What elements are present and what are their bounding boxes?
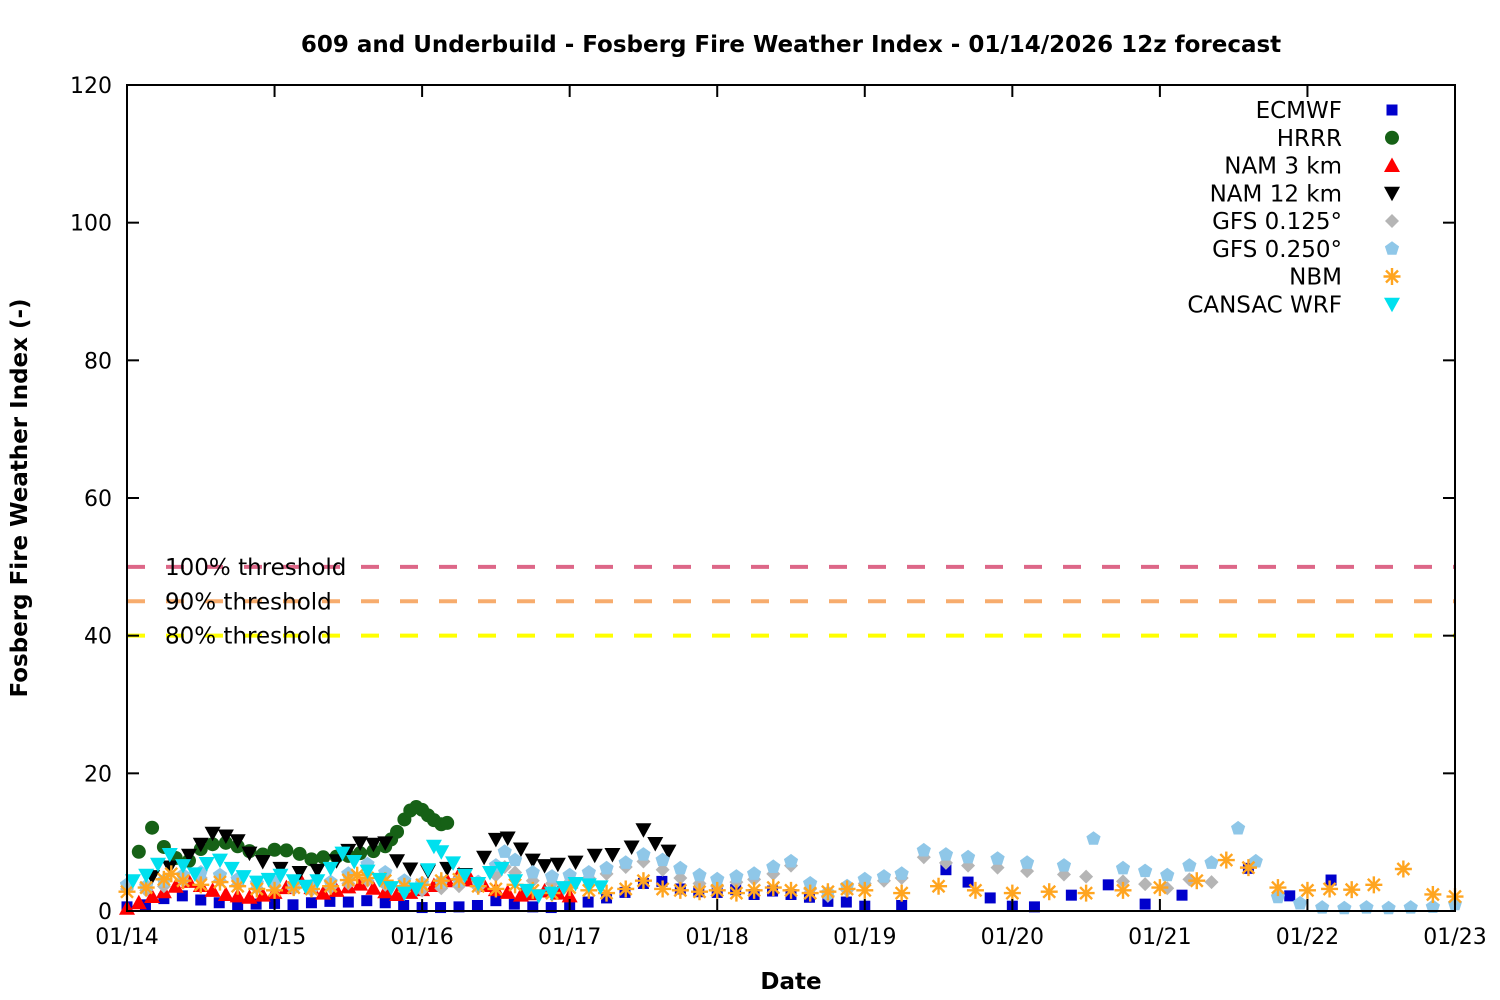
x-tick-label: 01/21 — [1128, 925, 1191, 950]
threshold-label-40: 80% threshold — [165, 624, 332, 650]
legend-label-ecmwf: ECMWF — [1256, 98, 1342, 124]
legend-marker-gfs-0.250° — [1384, 241, 1400, 255]
legend-label-hrrr: HRRR — [1277, 126, 1342, 152]
legend-marker-nbm — [1383, 268, 1401, 285]
legend-marker-nam-12-km — [1384, 186, 1400, 202]
legend-marker-ecmwf — [1386, 104, 1398, 116]
x-tick-label: 01/18 — [686, 925, 749, 950]
threshold-lines — [127, 564, 1455, 638]
legend-label-gfs-0.125°: GFS 0.125° — [1212, 209, 1342, 235]
threshold-label-50: 100% threshold — [165, 555, 346, 581]
x-tick-label: 01/22 — [1276, 925, 1339, 950]
y-axis-title: Fosberg Fire Weather Index (-) — [7, 298, 33, 697]
threshold-labels: 100% threshold 90% threshold 80% threshold — [165, 555, 346, 650]
y-tick-label: 100 — [70, 212, 112, 237]
x-axis-title: Date — [760, 969, 821, 995]
series-hrrr — [131, 800, 455, 868]
legend-marker-hrrr — [1385, 130, 1399, 145]
x-tick-label: 01/20 — [981, 925, 1044, 950]
x-tick-label: 01/15 — [243, 925, 306, 950]
y-tick-label: 80 — [84, 349, 112, 374]
legend-label-nam-12-km: NAM 12 km — [1210, 181, 1342, 207]
legend-label-nam-3-km: NAM 3 km — [1224, 154, 1342, 180]
y-tick-label: 0 — [98, 900, 112, 925]
y-tick-label: 60 — [84, 487, 112, 512]
y-tick-label: 20 — [84, 762, 112, 787]
x-tick-label: 01/17 — [538, 925, 601, 950]
x-tick-label: 01/23 — [1423, 925, 1486, 950]
series-cansac-wrf — [124, 839, 609, 904]
legend-marker-gfs-0.125° — [1385, 214, 1399, 228]
y-tick-label: 120 — [70, 74, 112, 99]
chart-title: 609 and Underbuild - Fosberg Fire Weathe… — [301, 32, 1281, 58]
legend-label-gfs-0.250°: GFS 0.250° — [1212, 237, 1342, 263]
x-tick-label: 01/19 — [833, 925, 896, 950]
legend-marker-cansac-wrf — [1384, 297, 1400, 313]
legend-marker-nam-3-km — [1384, 157, 1400, 172]
data-points — [118, 800, 1464, 915]
x-tick-label: 01/14 — [95, 925, 158, 950]
legend-label-nbm: NBM — [1289, 265, 1342, 291]
legend-label-cansac-wrf: CANSAC WRF — [1187, 292, 1342, 318]
x-tick-label: 01/16 — [390, 925, 453, 950]
y-tick-label: 40 — [84, 625, 112, 650]
axes: 01/14 01/15 01/16 01/17 01/18 01/19 01/20 01/21… — [70, 74, 1487, 950]
threshold-label-45: 90% threshold — [165, 589, 332, 615]
